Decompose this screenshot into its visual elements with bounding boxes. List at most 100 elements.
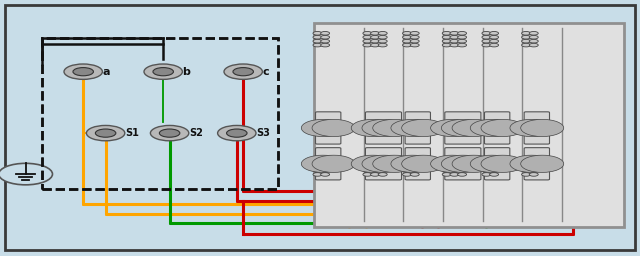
- Circle shape: [522, 35, 531, 39]
- Circle shape: [378, 43, 387, 47]
- Circle shape: [458, 169, 467, 172]
- Circle shape: [321, 39, 330, 43]
- Circle shape: [313, 165, 322, 168]
- Circle shape: [321, 173, 330, 176]
- Circle shape: [372, 155, 416, 172]
- Circle shape: [442, 39, 451, 43]
- Circle shape: [522, 39, 531, 43]
- Circle shape: [529, 169, 538, 172]
- Text: b: b: [182, 67, 190, 77]
- Circle shape: [218, 125, 256, 141]
- Circle shape: [450, 43, 459, 47]
- Circle shape: [450, 169, 459, 172]
- Circle shape: [490, 169, 499, 172]
- Circle shape: [458, 35, 467, 39]
- Circle shape: [159, 129, 180, 137]
- Circle shape: [313, 173, 322, 176]
- Circle shape: [95, 129, 116, 137]
- Circle shape: [490, 173, 499, 176]
- Circle shape: [403, 173, 412, 176]
- Text: S3: S3: [256, 128, 270, 138]
- Bar: [314, 23, 624, 227]
- Circle shape: [403, 39, 412, 43]
- Circle shape: [450, 39, 459, 43]
- Circle shape: [321, 165, 330, 168]
- Circle shape: [301, 155, 344, 172]
- Circle shape: [378, 35, 387, 39]
- Circle shape: [490, 35, 499, 39]
- Circle shape: [458, 31, 467, 35]
- Circle shape: [371, 35, 380, 39]
- Circle shape: [521, 119, 564, 136]
- Circle shape: [450, 35, 459, 39]
- Circle shape: [529, 39, 538, 43]
- Circle shape: [363, 173, 372, 176]
- Circle shape: [371, 31, 380, 35]
- Circle shape: [313, 35, 322, 39]
- FancyBboxPatch shape: [405, 112, 431, 144]
- Circle shape: [458, 43, 467, 47]
- Circle shape: [371, 165, 380, 168]
- Circle shape: [510, 119, 553, 136]
- FancyBboxPatch shape: [445, 112, 481, 144]
- Circle shape: [363, 169, 372, 172]
- Circle shape: [410, 31, 419, 35]
- Circle shape: [522, 165, 531, 168]
- Circle shape: [402, 155, 445, 172]
- Circle shape: [529, 43, 538, 47]
- Circle shape: [410, 35, 419, 39]
- Circle shape: [153, 68, 173, 76]
- FancyBboxPatch shape: [445, 148, 481, 180]
- Circle shape: [378, 31, 387, 35]
- Circle shape: [363, 39, 372, 43]
- Circle shape: [150, 125, 189, 141]
- Circle shape: [371, 39, 380, 43]
- Circle shape: [482, 173, 491, 176]
- Circle shape: [410, 39, 419, 43]
- Circle shape: [452, 155, 495, 172]
- Circle shape: [363, 35, 372, 39]
- Circle shape: [529, 31, 538, 35]
- Circle shape: [442, 165, 451, 168]
- Circle shape: [0, 163, 52, 185]
- Circle shape: [378, 173, 387, 176]
- Circle shape: [321, 43, 330, 47]
- Circle shape: [410, 169, 419, 172]
- Circle shape: [410, 165, 419, 168]
- Circle shape: [402, 119, 445, 136]
- Circle shape: [363, 165, 372, 168]
- Circle shape: [233, 68, 253, 76]
- Circle shape: [522, 31, 531, 35]
- Circle shape: [442, 31, 451, 35]
- Circle shape: [362, 155, 405, 172]
- Circle shape: [313, 43, 322, 47]
- Circle shape: [371, 173, 380, 176]
- Circle shape: [321, 31, 330, 35]
- Circle shape: [529, 35, 538, 39]
- Circle shape: [482, 43, 491, 47]
- Circle shape: [490, 31, 499, 35]
- Circle shape: [521, 155, 564, 172]
- Circle shape: [351, 119, 394, 136]
- Text: S1: S1: [125, 128, 139, 138]
- Circle shape: [452, 119, 495, 136]
- Circle shape: [371, 43, 380, 47]
- Circle shape: [403, 169, 412, 172]
- FancyBboxPatch shape: [316, 112, 341, 144]
- Circle shape: [312, 119, 355, 136]
- Circle shape: [482, 165, 491, 168]
- Circle shape: [321, 35, 330, 39]
- Circle shape: [522, 169, 531, 172]
- Circle shape: [403, 35, 412, 39]
- Circle shape: [442, 173, 451, 176]
- Circle shape: [482, 169, 491, 172]
- FancyBboxPatch shape: [524, 112, 550, 144]
- Circle shape: [458, 173, 467, 176]
- Text: a: a: [102, 67, 110, 77]
- Circle shape: [450, 31, 459, 35]
- Circle shape: [351, 155, 394, 172]
- Circle shape: [391, 119, 434, 136]
- Circle shape: [391, 155, 434, 172]
- FancyBboxPatch shape: [484, 148, 510, 180]
- Circle shape: [363, 43, 372, 47]
